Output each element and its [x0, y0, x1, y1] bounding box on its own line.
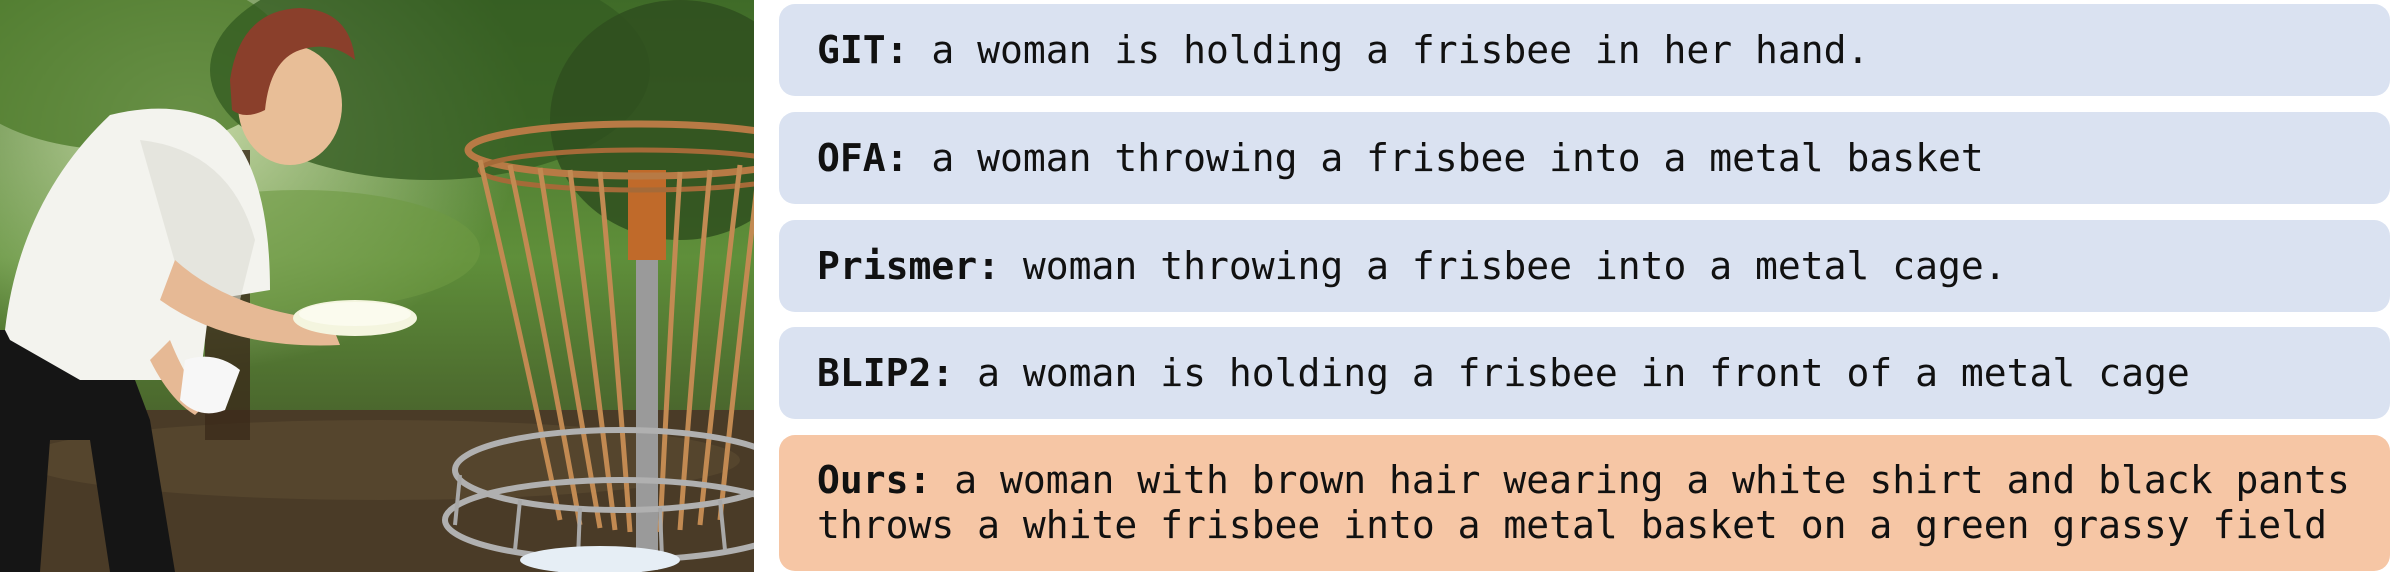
photo: [0, 0, 754, 572]
caption-text: a woman throwing a frisbee into a metal …: [931, 136, 1984, 180]
caption-text: woman throwing a frisbee into a metal ca…: [1022, 244, 2007, 288]
caption-model-name: Ours:: [817, 458, 932, 502]
caption-model-name: Prismer:: [817, 244, 1001, 288]
caption-blip2: BLIP2: a woman is holding a frisbee in f…: [779, 327, 2390, 419]
caption-text: a woman is holding a frisbee in front of…: [977, 351, 2190, 395]
caption-text: a woman is holding a frisbee in her hand…: [931, 28, 1870, 72]
caption-prismer: Prismer: woman throwing a frisbee into a…: [779, 220, 2390, 312]
photo-illustration: [0, 0, 754, 572]
caption-text: a woman with brown hair wearing a white …: [954, 458, 2350, 502]
caption-ours: Ours: a woman with brown hair wearing a …: [779, 435, 2390, 571]
caption-model-name: OFA:: [817, 136, 909, 180]
caption-model-name: BLIP2:: [817, 351, 955, 395]
caption-ofa: OFA: a woman throwing a frisbee into a m…: [779, 112, 2390, 204]
caption-model-name: GIT:: [817, 28, 909, 72]
caption-git: GIT: a woman is holding a frisbee in her…: [779, 4, 2390, 96]
caption-text-line2: throws a white frisbee into a metal bask…: [817, 503, 2327, 547]
